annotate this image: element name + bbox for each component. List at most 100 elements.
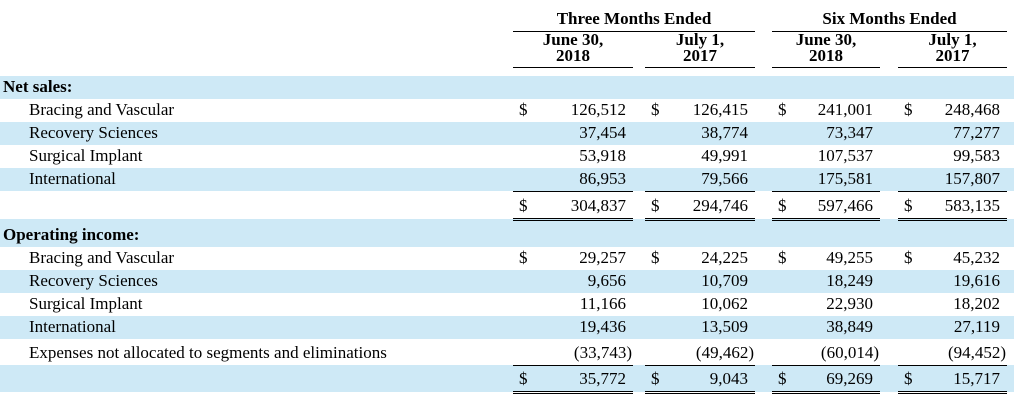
gap bbox=[755, 270, 772, 293]
gap bbox=[755, 168, 772, 191]
currency-cell-empty bbox=[645, 168, 669, 192]
value-cell: 45,232 bbox=[953, 248, 1001, 267]
value-cell: 18,202 bbox=[953, 294, 1001, 313]
value-cell: 157,807 bbox=[922, 168, 1008, 192]
operating-income-total-row: $ 35,772 $ 9,043 $ 69,269 $ 15,717 bbox=[0, 365, 1014, 394]
gap bbox=[880, 339, 898, 365]
period-date-header-row: June 30, 2018 July 1, 2017 June 30, 2018… bbox=[0, 29, 1014, 68]
group-header-three-months: Three Months Ended bbox=[513, 0, 755, 32]
value-cell: 29,257 bbox=[579, 248, 626, 267]
gap bbox=[1007, 122, 1014, 145]
row-label: Surgical Implant bbox=[29, 146, 143, 165]
value-cell: 22,930 bbox=[826, 294, 873, 313]
gap bbox=[1007, 99, 1014, 122]
gap bbox=[755, 122, 772, 145]
currency-symbol: $ bbox=[778, 100, 787, 119]
gap bbox=[633, 270, 645, 293]
period-line1: June 30, bbox=[542, 29, 604, 49]
value-cell: (49,462) bbox=[669, 339, 755, 366]
currency-symbol: $ bbox=[772, 365, 796, 394]
gap bbox=[755, 316, 772, 339]
value-cell: (60,014) bbox=[796, 339, 880, 366]
currency-cell-empty bbox=[645, 270, 669, 293]
row-label: International bbox=[29, 169, 116, 188]
row-label: International bbox=[29, 317, 116, 336]
currency-cell-empty bbox=[513, 339, 537, 366]
value-cell: 126,415 bbox=[692, 100, 748, 119]
currency-cell-empty bbox=[645, 122, 669, 145]
gap bbox=[1007, 316, 1014, 339]
gap bbox=[1007, 365, 1014, 392]
row-label: Bracing and Vascular bbox=[29, 100, 175, 119]
gap bbox=[1007, 31, 1014, 67]
gap bbox=[755, 339, 772, 365]
value-cell: 11,166 bbox=[579, 294, 626, 313]
currency-symbol: $ bbox=[898, 365, 922, 394]
gap bbox=[633, 316, 645, 339]
value-cell: 49,991 bbox=[701, 146, 748, 165]
table-row: Bracing and Vascular $ 126,512 $ 126,415… bbox=[0, 99, 1014, 122]
currency-cell-empty bbox=[898, 145, 922, 168]
gap bbox=[880, 270, 898, 293]
value-cell: 126,512 bbox=[570, 100, 626, 119]
column-header-6m-2018: June 30, 2018 bbox=[772, 31, 880, 68]
gap bbox=[633, 247, 645, 270]
gap bbox=[880, 247, 898, 270]
gap bbox=[880, 145, 898, 168]
currency-cell-empty bbox=[772, 316, 796, 339]
value-cell: 18,249 bbox=[826, 271, 873, 290]
currency-cell-empty bbox=[898, 168, 922, 192]
expenses-row: Expenses not allocated to segments and e… bbox=[0, 339, 1014, 366]
value-cell: 73,347 bbox=[826, 123, 873, 142]
currency-symbol: $ bbox=[645, 191, 669, 221]
gap bbox=[755, 293, 772, 316]
gap bbox=[880, 168, 898, 191]
total-value-cell: 583,135 bbox=[922, 191, 1008, 221]
currency-cell-empty bbox=[772, 270, 796, 293]
row-label: Bracing and Vascular bbox=[29, 248, 175, 267]
total-value-cell: 35,772 bbox=[537, 365, 633, 394]
gap bbox=[755, 145, 772, 168]
total-value-cell: 69,269 bbox=[796, 365, 880, 394]
table-row: Recovery Sciences 9,656 10,709 18,249 19… bbox=[0, 270, 1014, 293]
net-sales-total-row: $ 304,837 $ 294,746 $ 597,466 $ 583,135 bbox=[0, 191, 1014, 221]
empty-cell bbox=[0, 31, 513, 67]
column-header-3m-2017: July 1, 2017 bbox=[645, 29, 755, 68]
gap bbox=[755, 31, 772, 67]
gap bbox=[1007, 339, 1014, 365]
currency-symbol: $ bbox=[904, 100, 913, 119]
gap bbox=[633, 191, 645, 219]
value-cell: 19,616 bbox=[953, 271, 1001, 290]
table-row: Recovery Sciences 37,454 38,774 73,347 7… bbox=[0, 122, 1014, 145]
gap bbox=[633, 145, 645, 168]
total-value-cell: 9,043 bbox=[669, 365, 755, 394]
currency-cell-empty bbox=[772, 293, 796, 316]
gap bbox=[1007, 145, 1014, 168]
value-cell: 37,454 bbox=[579, 123, 626, 142]
gap bbox=[1007, 247, 1014, 270]
table-row: International 19,436 13,509 38,849 27,11… bbox=[0, 316, 1014, 339]
currency-cell-empty bbox=[513, 145, 537, 168]
currency-symbol: $ bbox=[519, 248, 528, 267]
total-value-cell: 15,717 bbox=[922, 365, 1008, 394]
currency-cell-empty bbox=[645, 145, 669, 168]
value-cell: 86,953 bbox=[537, 168, 633, 192]
value-cell: 248,468 bbox=[944, 100, 1001, 119]
value-cell: 10,709 bbox=[701, 271, 748, 290]
section-header-operating-income: Operating income: bbox=[0, 219, 1014, 247]
gap bbox=[633, 31, 645, 67]
empty-cell bbox=[0, 0, 513, 31]
currency-cell-empty bbox=[898, 293, 922, 316]
currency-symbol: $ bbox=[778, 248, 787, 267]
currency-symbol: $ bbox=[513, 365, 537, 394]
period-line1: July 1, bbox=[675, 29, 725, 49]
currency-cell-empty bbox=[645, 339, 669, 366]
section-title: Operating income: bbox=[3, 225, 140, 244]
value-cell: 53,918 bbox=[579, 146, 626, 165]
currency-cell-empty bbox=[772, 122, 796, 145]
period-line2: 2017 bbox=[935, 45, 970, 65]
bottom-spacer-row bbox=[0, 392, 1014, 415]
gap bbox=[633, 168, 645, 191]
